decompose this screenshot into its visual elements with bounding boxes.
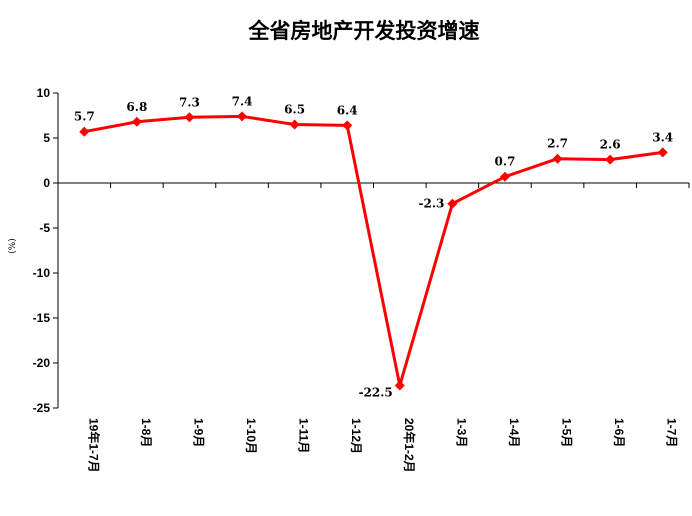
x-tick-label: 1-11月	[297, 418, 311, 453]
data-label: 2.7	[547, 137, 568, 151]
data-label: -2.3	[419, 197, 445, 211]
data-label: 6.8	[126, 100, 147, 114]
data-label: 7.4	[232, 94, 253, 108]
data-point	[237, 111, 248, 122]
data-point	[184, 112, 195, 123]
y-axis-label: (%)	[8, 238, 18, 254]
data-point	[552, 153, 563, 164]
x-tick-label: 1-7月	[665, 418, 679, 447]
x-tick-label: 1-12月	[349, 418, 363, 454]
x-tick-label: 19年1-7月	[86, 418, 101, 473]
y-tick-label: 5	[43, 131, 50, 145]
x-tick-label: 1-8月	[139, 418, 153, 447]
data-point	[499, 171, 510, 182]
data-label: 6.4	[337, 103, 358, 117]
data-label: 6.5	[284, 103, 305, 117]
data-label: 0.7	[495, 155, 516, 169]
x-tick-label: 1-9月	[191, 418, 205, 447]
data-point	[342, 120, 353, 131]
x-tick-label: 1-4月	[507, 418, 521, 447]
data-point	[447, 198, 458, 209]
data-point	[657, 147, 668, 158]
data-label: 5.7	[74, 110, 95, 124]
x-tick-label: 1-5月	[560, 418, 574, 447]
data-label: -22.5	[359, 386, 393, 400]
y-tick-label: -15	[33, 311, 51, 325]
y-tick-label: -20	[33, 356, 51, 370]
series-line	[84, 114, 663, 387]
data-label: 2.6	[600, 138, 621, 152]
series-layer: 5.7 6.8 7.3 7.4 6.5 6.4 -22.5 -2.3 0.7 2.7 2.6 3.4	[74, 94, 673, 399]
data-label: 7.3	[179, 95, 200, 109]
y-tick-label: 0	[43, 176, 50, 190]
y-tick-label: -25	[33, 401, 51, 415]
axes: 10 5 0 -5 -10 -15 -20 -25 19年1-7月 1-8月 1-9月 1-10月 1-…	[33, 86, 690, 473]
x-tick-label: 1-10月	[244, 418, 258, 454]
x-tick-label: 1-3月	[454, 418, 468, 447]
data-point	[79, 126, 90, 137]
y-tick-label: -10	[33, 266, 51, 280]
data-point	[289, 119, 300, 130]
x-tick-label: 1-6月	[612, 418, 626, 447]
data-point	[605, 154, 616, 165]
x-tick-label: 20年1-2月	[402, 418, 417, 473]
y-tick-label: 10	[37, 86, 51, 100]
chart-title: 全省房地产开发投资增速	[248, 18, 480, 43]
data-point	[394, 380, 405, 391]
data-label: 3.4	[652, 130, 673, 144]
y-tick-label: -5	[39, 221, 50, 235]
data-point	[131, 116, 142, 127]
